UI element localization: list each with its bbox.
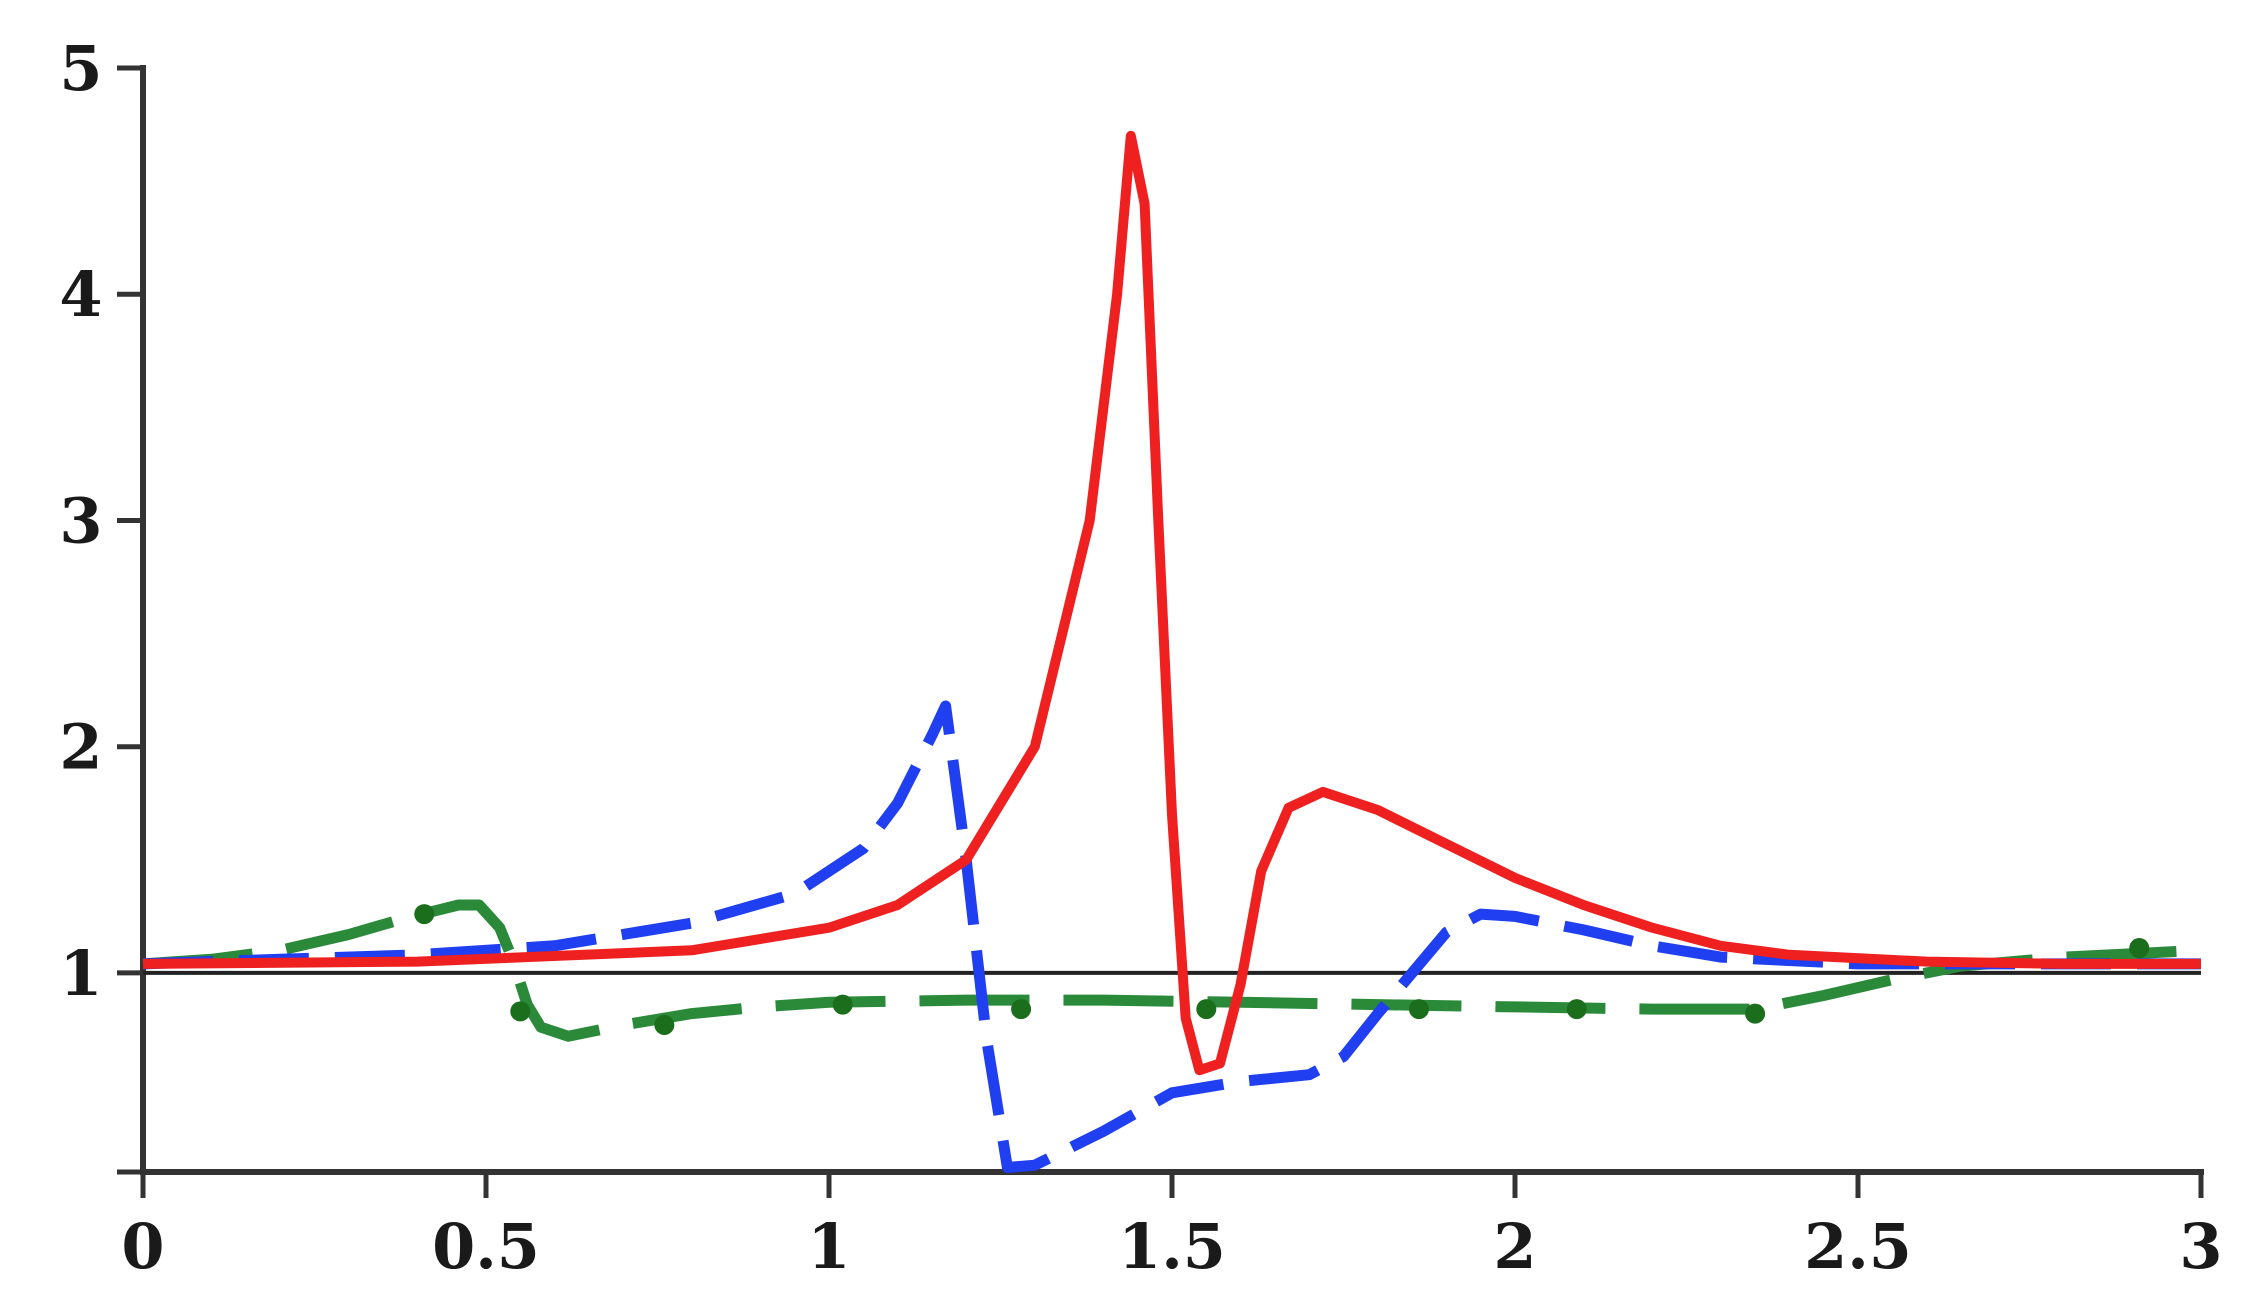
series-marker [2129,938,2150,959]
series-marker [1745,1003,1766,1024]
x-tick-label: 2.5 [1804,1210,1912,1283]
ticks: 0 0.5 1 1.5 2 2.5 3 1 2 3 4 5 [59,32,2222,1283]
x-tick-label: 1.5 [1118,1210,1226,1283]
x-tick-label: 0.5 [432,1210,540,1283]
y-tick-label: 4 [59,258,102,331]
series-marker [510,1001,531,1022]
x-tick-label: 1 [807,1210,850,1283]
markers-layer [414,904,2150,1035]
series-marker [654,1014,675,1035]
series-line-dash-dot [142,899,2202,1042]
series-marker [1011,999,1032,1020]
y-tick-label: 5 [59,32,102,105]
x-tick-label: 3 [2179,1210,2222,1283]
series-line-solid [142,130,2201,1076]
x-tick-label: 0 [121,1210,164,1283]
series-marker [414,904,435,925]
x-tick-label: 2 [1493,1210,1536,1283]
y-tick-label: 3 [59,484,102,557]
series-marker [1196,999,1217,1020]
series-marker [1408,999,1429,1020]
y-tick-label: 2 [59,711,102,784]
series-marker [832,994,853,1015]
y-tick-label: 1 [59,937,102,1010]
series-marker [1566,999,1587,1020]
series-layer [142,130,2202,1173]
series-line-dashed [142,700,2201,1173]
